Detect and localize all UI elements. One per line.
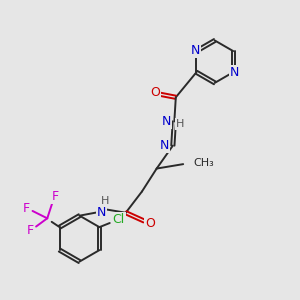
Text: N: N xyxy=(230,66,239,80)
Text: H: H xyxy=(101,196,109,206)
Text: Cl: Cl xyxy=(112,213,125,226)
Text: CH₃: CH₃ xyxy=(194,158,214,168)
Text: F: F xyxy=(22,202,30,214)
Text: N: N xyxy=(97,206,106,219)
Text: N: N xyxy=(190,44,200,57)
Text: F: F xyxy=(27,224,34,238)
Text: O: O xyxy=(145,218,155,230)
Text: N: N xyxy=(161,115,171,128)
Text: H: H xyxy=(176,119,184,129)
Text: F: F xyxy=(52,190,59,203)
Text: N: N xyxy=(160,139,169,152)
Text: O: O xyxy=(150,86,160,99)
